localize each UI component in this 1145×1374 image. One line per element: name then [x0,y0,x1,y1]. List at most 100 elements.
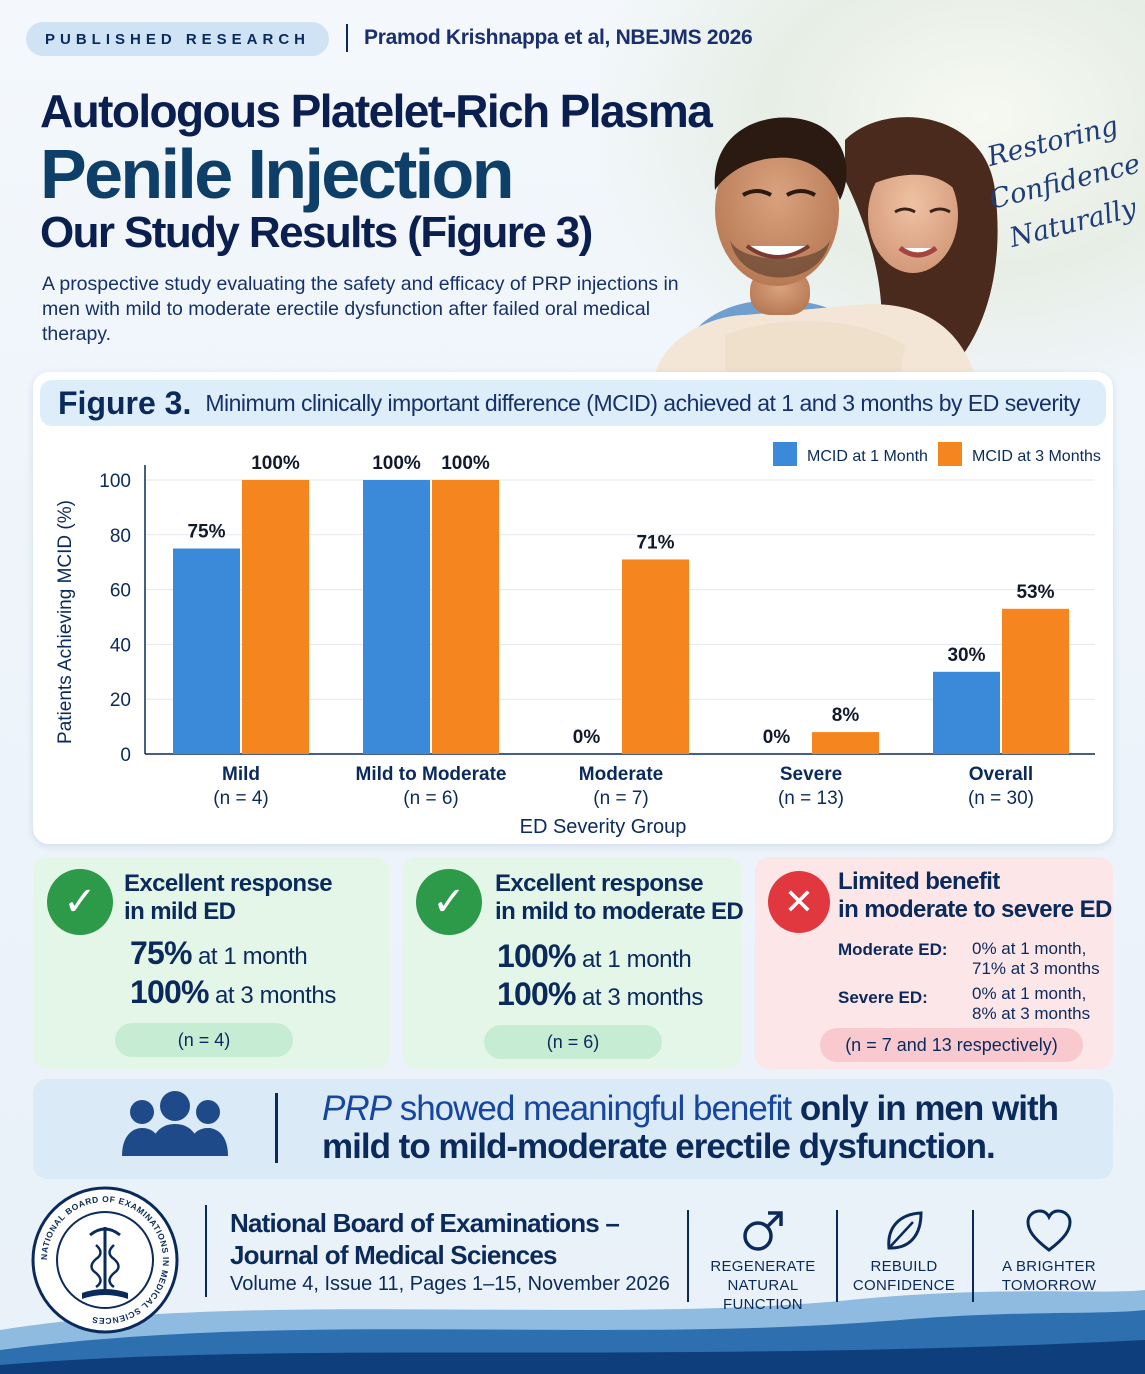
data-label: 71% [636,532,674,553]
data-label: 75% [187,522,225,543]
sample-size-pill: (n = 6) [484,1025,662,1059]
stat-text: at 1 month [581,946,692,973]
y-tick-label: 40 [110,635,131,656]
journal-line-1: National Board of Examinations – [230,1208,620,1238]
pillar-label-line-2: CONFIDENCE [852,1277,956,1294]
check-icon: ✓ [47,869,113,935]
conclusion-part-3: only in men with [799,1089,1059,1128]
data-label: 100% [372,453,421,474]
sample-size-pill: (n = 7 and 13 respectively) [820,1028,1083,1062]
pillar-label-line-2: NATURAL FUNCTION [723,1277,803,1313]
bar-1-month [933,671,1000,754]
severe-value-line-2: 8% at 3 months [972,1004,1091,1023]
data-label: 0% [763,727,791,748]
y-tick-label: 80 [110,526,131,547]
x-tick-sample-size: (n = 13) [778,788,844,809]
stat-text: at 1 month [197,943,308,970]
moderate-value-line-2: 71% at 3 months [972,959,1100,978]
severe-label: Severe ED: [838,988,928,1007]
male-symbol-icon [693,1205,833,1257]
check-icon: ✓ [416,869,482,935]
card-stat-1-month: 100% at 1 month [497,938,692,975]
x-tick-label: Mild to Moderate [356,764,507,785]
stat-text: at 3 months [214,982,336,1009]
journal-name: National Board of Examinations – Journal… [230,1207,620,1271]
card-title: Excellent response in mild to moderate E… [495,870,744,926]
sample-size-pill: (n = 4) [115,1023,293,1057]
conclusion-text: PRP showed meaningful benefit only in me… [322,1090,1092,1166]
severe-value-line-1: 0% at 1 month, [972,984,1087,1003]
heart-icon [979,1205,1119,1257]
bar-3-months [432,480,499,754]
data-label: 30% [947,645,985,666]
banner-divider [275,1093,278,1163]
mcid-bar-chart: 0 20 40 60 80 100 Patients Achieving MCID (%) 7… [55,442,1101,838]
footer-divider [687,1210,689,1302]
card-title: Limited benefit in moderate to severe ED [838,868,1112,924]
pillar-brighter-tomorrow: A BRIGHTER TOMORROW [979,1205,1119,1295]
card-title-line-1: Excellent response [495,870,704,897]
x-tick-sample-size: (n = 7) [593,788,648,809]
title-line-1: Autologous Platelet-Rich Plasma [40,85,713,137]
figure-label: Figure 3. [58,384,192,421]
figure-header: Figure 3. Minimum clinically important d… [40,380,1106,426]
intro-text: A prospective study evaluating the safet… [42,273,679,345]
bar-3-months [242,480,309,754]
footer-divider [836,1210,838,1302]
x-tick-label: Severe [780,764,842,785]
x-tick-sample-size: (n = 4) [213,788,268,809]
legend-label: MCID at 3 Months [972,448,1101,465]
pillar-label-line-1: A BRIGHTER [1002,1258,1096,1275]
header-divider [346,24,348,52]
conclusion-part-1: PRP [322,1089,392,1128]
severe-values: 0% at 1 month, 8% at 3 months [972,984,1090,1024]
legend-label: MCID at 1 Month [807,448,928,465]
data-label: 100% [251,453,300,474]
data-label: 0% [573,727,601,748]
card-title-line-2: in mild ED [124,898,236,925]
card-title-line-1: Excellent response [124,870,333,897]
conclusion-part-4: mild to mild-moderate erectile dysfuncti… [322,1127,996,1166]
title-line-3: Our Study Results (Figure 3) [40,208,593,257]
card-stat-3-months: 100% at 3 months [497,976,703,1013]
couple-photo [655,117,998,375]
bar-3-months [1002,608,1069,754]
card-title-line-2: in moderate to severe ED [838,896,1112,923]
card-title-line-1: Limited benefit [838,868,1000,895]
x-tick-label: Mild [222,764,260,785]
data-label: 53% [1016,582,1054,603]
pillar-regenerate: REGENERATE NATURAL FUNCTION [693,1205,833,1314]
stat-value: 100% [130,974,209,1010]
conclusion-part-2: showed meaningful benefit [390,1089,800,1128]
card-title: Excellent response in mild ED [124,870,333,926]
bar-3-months [622,559,689,754]
y-tick-label: 0 [120,745,131,766]
nbems-seal-logo: NATIONAL BOARD OF EXAMINATIONS IN MEDICA… [31,1186,179,1334]
y-axis-title: Patients Achieving MCID (%) [55,500,76,744]
data-label: 8% [832,705,860,726]
footer-divider [972,1210,974,1302]
y-tick-label: 60 [110,581,131,602]
journal-line-2: Journal of Medical Sciences [230,1240,557,1270]
published-research-badge: PUBLISHED RESEARCH [26,22,329,56]
pillar-label-line-2: TOMORROW [1001,1277,1097,1294]
x-mark-icon: ✕ [768,871,830,933]
bar-1-month [363,480,430,754]
legend-swatch [773,442,797,466]
x-tick-label: Overall [969,764,1033,785]
citation: Pramod Krishnappa et al, NBEJMS 2026 [364,26,753,49]
card-stat-3-months: 100% at 3 months [130,974,336,1011]
legend-swatch [938,442,962,466]
pillar-rebuild: REBUILD CONFIDENCE [834,1205,974,1295]
stat-value: 75% [130,935,192,971]
x-tick-label: Moderate [579,764,663,785]
title-line-2: Penile Injection [40,135,514,213]
y-tick-label: 20 [110,690,131,711]
stat-text: at 3 months [581,984,703,1011]
footer-wave [0,1290,1145,1374]
card-stat-1-month: 75% at 1 month [130,935,308,972]
x-tick-sample-size: (n = 6) [403,788,458,809]
moderate-label: Moderate ED: [838,940,948,959]
card-title-line-2: in mild to moderate ED [495,898,744,925]
moderate-value-line-1: 0% at 1 month, [972,939,1087,958]
